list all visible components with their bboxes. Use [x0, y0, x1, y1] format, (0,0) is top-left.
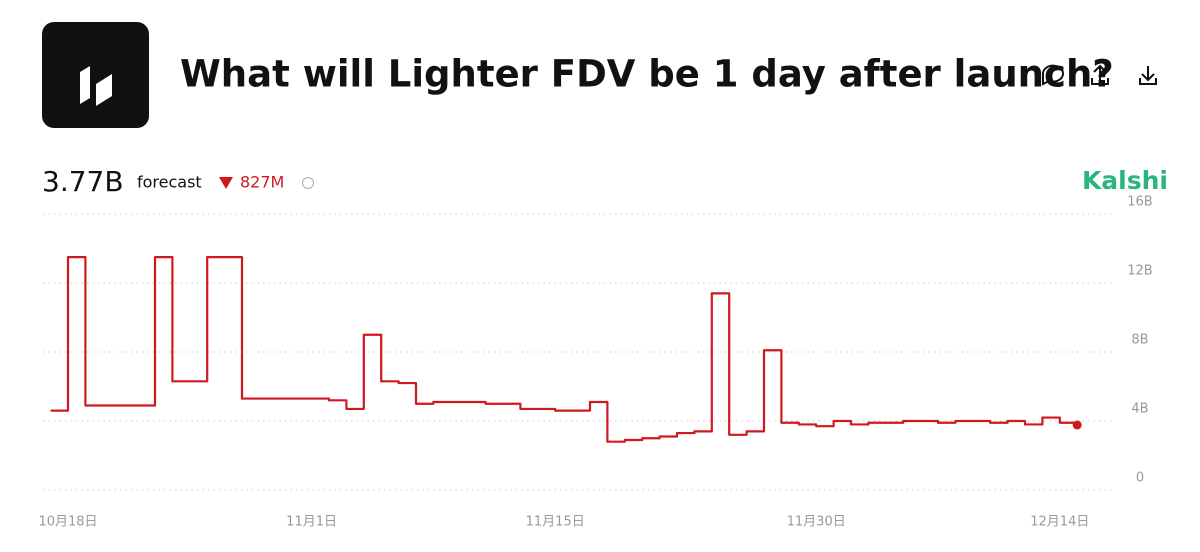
chart: 0 4B 8B 12B 16B 10月18日 11月1日 11月15日 11月30日 12月14日: [38, 195, 1152, 530]
title: What will Lighter FDV be 1 day after lau…: [180, 53, 1114, 96]
x-tick-label: 12月14日: [1030, 515, 1089, 530]
brand: Kalshi: [1082, 166, 1168, 195]
x-tick-label: 11月30日: [787, 515, 846, 530]
info-icon[interactable]: [302, 177, 314, 189]
x-tick-label: 10月18日: [38, 515, 97, 530]
logo-mark: [96, 74, 112, 106]
actions: [1041, 64, 1157, 86]
logo-mark: [80, 66, 90, 104]
series-line: [50, 256, 1079, 443]
y-tick-label: 16B: [1127, 195, 1152, 210]
forecast-value: 3.77B: [42, 165, 124, 198]
y-tick-label: 8B: [1131, 333, 1148, 348]
x-tick-label: 11月15日: [526, 515, 585, 530]
y-tick-label: 4B: [1131, 402, 1148, 417]
end-dot: [1072, 420, 1082, 430]
y-tick-label: 12B: [1127, 264, 1152, 279]
y-tick-label: 0: [1136, 471, 1144, 486]
forecast-label: forecast: [137, 173, 202, 192]
x-tick-label: 11月1日: [286, 515, 337, 530]
logo: [42, 22, 149, 128]
share-icon[interactable]: [1091, 64, 1109, 85]
change: 827M: [240, 173, 284, 192]
comment-icon[interactable]: [1041, 64, 1064, 86]
download-icon[interactable]: [1139, 66, 1157, 85]
down-arrow: [219, 177, 233, 189]
